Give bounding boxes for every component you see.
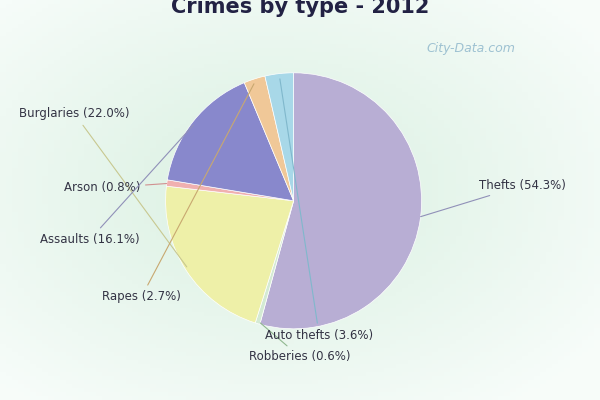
Title: Crimes by type - 2012: Crimes by type - 2012 (171, 0, 429, 17)
Wedge shape (166, 180, 293, 201)
Wedge shape (244, 76, 293, 201)
Text: Assaults (16.1%): Assaults (16.1%) (40, 125, 193, 246)
Text: City-Data.com: City-Data.com (426, 42, 515, 55)
Wedge shape (260, 73, 422, 329)
Wedge shape (265, 73, 293, 201)
Text: Burglaries (22.0%): Burglaries (22.0%) (19, 107, 187, 267)
Text: Auto thefts (3.6%): Auto thefts (3.6%) (265, 79, 373, 342)
Text: Robberies (0.6%): Robberies (0.6%) (249, 323, 351, 364)
Text: Rapes (2.7%): Rapes (2.7%) (102, 84, 254, 303)
Wedge shape (166, 186, 293, 323)
Wedge shape (255, 201, 293, 324)
Text: Thefts (54.3%): Thefts (54.3%) (421, 179, 566, 217)
Text: Arson (0.8%): Arson (0.8%) (64, 182, 167, 194)
Wedge shape (167, 83, 293, 201)
